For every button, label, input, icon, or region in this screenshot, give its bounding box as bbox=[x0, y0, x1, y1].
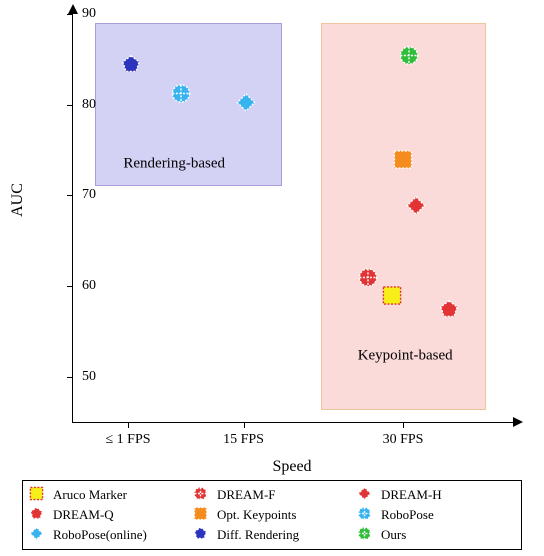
legend-label: Aruco Marker bbox=[53, 487, 127, 503]
legend-label: Opt. Keypoints bbox=[217, 507, 296, 523]
circle-plus-icon bbox=[357, 506, 375, 524]
y-tick-label: 60 bbox=[82, 278, 96, 294]
y-tick bbox=[67, 105, 73, 106]
y-tick bbox=[67, 377, 73, 378]
legend: Aruco Marker DREAM-F DREAM-H DREAM-Q Opt… bbox=[22, 480, 522, 550]
data-point bbox=[382, 285, 402, 310]
x-tick bbox=[128, 422, 129, 428]
legend-label: DREAM-H bbox=[381, 487, 442, 503]
data-point bbox=[121, 55, 141, 80]
x-axis-label: Speed bbox=[272, 458, 311, 476]
y-tick-label: 70 bbox=[82, 187, 96, 203]
legend-label: Ours bbox=[381, 527, 406, 543]
plot-area: ≤ 1 FPS15 FPS30 FPSRendering-basedKeypoi… bbox=[72, 14, 513, 423]
x-tick-label: 15 FPS bbox=[223, 432, 264, 448]
circle-plus-icon bbox=[193, 486, 211, 504]
data-point bbox=[439, 300, 459, 325]
y-axis-arrow bbox=[68, 4, 78, 14]
x-tick-label: 30 FPS bbox=[383, 432, 424, 448]
data-point bbox=[358, 267, 378, 292]
legend-label: Diff. Rendering bbox=[217, 527, 299, 543]
x-tick-label: ≤ 1 FPS bbox=[105, 432, 150, 448]
legend-label: RoboPose bbox=[381, 507, 434, 523]
circle-plus-icon bbox=[357, 526, 375, 544]
legend-item: DREAM-H bbox=[357, 485, 515, 505]
y-axis-label: AUC bbox=[9, 183, 27, 217]
legend-label: DREAM-Q bbox=[53, 507, 114, 523]
legend-item: Ours bbox=[357, 525, 515, 545]
pentagon-icon bbox=[29, 506, 47, 524]
y-tick bbox=[67, 14, 73, 15]
data-point bbox=[399, 46, 419, 71]
square-icon bbox=[29, 486, 47, 504]
data-point bbox=[171, 83, 191, 108]
x-tick bbox=[244, 422, 245, 428]
y-tick-label: 90 bbox=[82, 6, 96, 22]
legend-item: RoboPose(online) bbox=[29, 525, 187, 545]
diamond-icon bbox=[29, 526, 47, 544]
legend-label: DREAM-F bbox=[217, 487, 276, 503]
legend-label: RoboPose(online) bbox=[53, 527, 147, 543]
legend-item: Opt. Keypoints bbox=[193, 505, 351, 525]
legend-item: RoboPose bbox=[357, 505, 515, 525]
region-label: Rendering-based bbox=[123, 155, 225, 172]
y-tick bbox=[67, 195, 73, 196]
data-point bbox=[393, 149, 413, 174]
diamond-icon bbox=[357, 486, 375, 504]
data-point bbox=[406, 196, 426, 221]
pentagon-icon bbox=[193, 526, 211, 544]
x-tick bbox=[403, 422, 404, 428]
y-tick-label: 80 bbox=[82, 97, 96, 113]
x-axis-arrow bbox=[513, 417, 523, 427]
data-point bbox=[236, 92, 256, 117]
region-label: Keypoint-based bbox=[358, 347, 453, 364]
legend-item: DREAM-Q bbox=[29, 505, 187, 525]
legend-item: Diff. Rendering bbox=[193, 525, 351, 545]
legend-item: Aruco Marker bbox=[29, 485, 187, 505]
y-tick-label: 50 bbox=[82, 369, 96, 385]
square-icon bbox=[193, 506, 211, 524]
y-tick bbox=[67, 286, 73, 287]
legend-item: DREAM-F bbox=[193, 485, 351, 505]
